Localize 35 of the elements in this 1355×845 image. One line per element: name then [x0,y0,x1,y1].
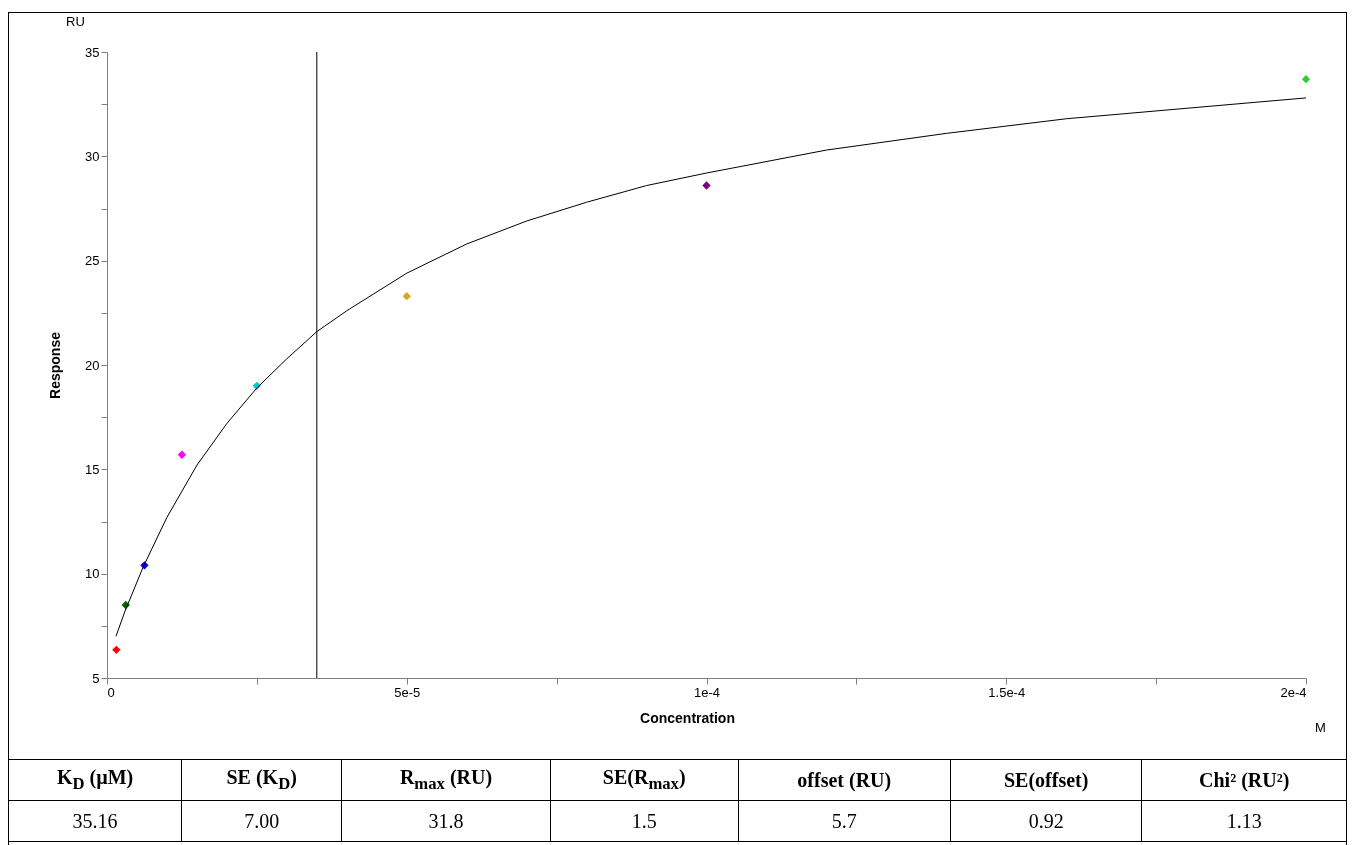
y-tick-label: 30 [85,148,100,164]
y-tick-label: 35 [85,44,100,60]
y-tick-label: 20 [85,357,100,373]
x-tick-label: 5e-5 [394,684,421,700]
text: 1.13 [1141,800,1347,842]
y-tick-label: 25 [85,253,100,269]
text: RU [66,14,85,29]
y-tick-label: 10 [85,566,100,582]
text: SE(R$_{max}$) [550,759,739,801]
text: 35.16 [8,800,182,842]
y-tick-label: 15 [85,461,100,477]
x-tick-label: 1e-4 [693,684,721,700]
text: 0.92 [950,800,1142,842]
x-tick-label: 2e-4 [1280,684,1307,700]
point [402,291,411,301]
text: offset (RU) [738,759,951,801]
x-axis-title: Concentration [640,709,735,726]
text: SE(offset) [950,759,1142,801]
text: 1.5 [550,800,739,842]
y-axis-title: Response [47,331,64,399]
text: M [1315,720,1326,735]
text: 7.00 [181,800,342,842]
text: 5.7 [738,800,951,842]
text: R$_{max}$ (RU) [341,759,551,801]
point [177,450,187,459]
point [112,645,121,655]
text: SE (K$_{D}$) [181,759,342,801]
y-tick-label: 5 [92,670,100,686]
point [1301,74,1311,84]
text: 31.8 [341,800,551,842]
text: K$_{D}$ (µM) [8,759,182,801]
x-tick-label: 1.5e-4 [988,684,1026,700]
text: Chi² (RU²) [1141,759,1347,801]
x-tick-label: 0 [107,684,115,700]
point [702,181,711,190]
